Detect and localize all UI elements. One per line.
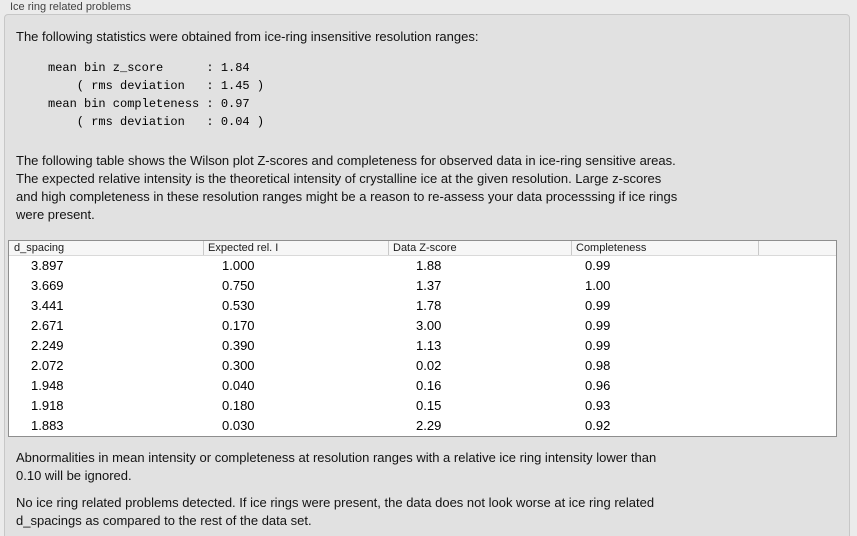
groupbox-title: Ice ring related problems: [10, 1, 132, 13]
table-cell: 0.99: [585, 338, 611, 353]
table-cell: 0.750: [222, 278, 255, 293]
column-header-expected-rel-i[interactable]: Expected rel. I: [203, 241, 388, 255]
column-header-filler: [758, 241, 836, 255]
table-row[interactable]: 3.897 1.000 1.88 0.99: [9, 256, 836, 276]
column-header-d-spacing[interactable]: d_spacing: [14, 242, 65, 254]
ice-ring-panel: The following statistics were obtained f…: [4, 14, 850, 536]
table-cell-filler: [758, 296, 836, 316]
stats-block: mean bin z_score : 1.84 ( rms deviation …: [48, 59, 264, 131]
table-cell: 0.300: [222, 358, 255, 373]
conclusion-text: No ice ring related problems detected. I…: [16, 494, 654, 530]
table-row[interactable]: 2.249 0.390 1.13 0.99: [9, 336, 836, 356]
table-cell: 0.92: [585, 418, 611, 433]
table-cell: 2.249: [31, 338, 64, 353]
table-cell: 1.88: [416, 258, 442, 273]
table-row[interactable]: 1.883 0.030 2.29 0.92: [9, 416, 836, 436]
table-cell-filler: [758, 396, 836, 416]
table-cell: 1.78: [416, 298, 442, 313]
table-cell: 2.671: [31, 318, 64, 333]
table-cell: 3.441: [31, 298, 64, 313]
table-cell: 0.99: [585, 298, 611, 313]
table-cell: 1.918: [31, 398, 64, 413]
table-cell: 0.15: [416, 398, 442, 413]
stats-line: mean bin z_score : 1.84: [48, 61, 250, 75]
table-cell: 1.13: [416, 338, 442, 353]
table-cell: 0.16: [416, 378, 442, 393]
table-row[interactable]: 2.072 0.300 0.02 0.98: [9, 356, 836, 376]
table-cell: 0.02: [416, 358, 442, 373]
stats-line: ( rms deviation : 1.45 ): [48, 79, 265, 93]
table-cell: 0.96: [585, 378, 611, 393]
conclusion-line: d_spacings as compared to the rest of th…: [16, 513, 312, 528]
table-row[interactable]: 3.669 0.750 1.37 1.00: [9, 276, 836, 296]
table-cell: 0.040: [222, 378, 255, 393]
table-cell: 1.00: [585, 278, 611, 293]
description-line: The expected relative intensity is the t…: [16, 171, 662, 186]
table-cell: 0.170: [222, 318, 255, 333]
table-cell-filler: [758, 376, 836, 396]
ignore-note-text: Abnormalities in mean intensity or compl…: [16, 449, 656, 485]
table-row[interactable]: 1.948 0.040 0.16 0.96: [9, 376, 836, 396]
table-row[interactable]: 1.918 0.180 0.15 0.93: [9, 396, 836, 416]
table-cell: 3.00: [416, 318, 442, 333]
table-cell-filler: [758, 316, 836, 336]
table-cell: 3.897: [31, 258, 64, 273]
table-cell: 0.180: [222, 398, 255, 413]
table-cell-filler: [758, 336, 836, 356]
table-cell-filler: [758, 256, 836, 276]
table-cell: 1.883: [31, 418, 64, 433]
table-cell: 0.99: [585, 258, 611, 273]
ice-ring-table: d_spacing Expected rel. I Data Z-score C…: [8, 240, 837, 437]
table-cell: 0.530: [222, 298, 255, 313]
table-cell: 2.072: [31, 358, 64, 373]
table-cell: 3.669: [31, 278, 64, 293]
table-cell: 0.98: [585, 358, 611, 373]
table-cell: 0.390: [222, 338, 255, 353]
ignore-note-line: 0.10 will be ignored.: [16, 468, 132, 483]
column-header-data-z-score[interactable]: Data Z-score: [388, 241, 571, 255]
description-line: and high completeness in these resolutio…: [16, 189, 678, 204]
table-header-row: d_spacing Expected rel. I Data Z-score C…: [9, 241, 836, 256]
table-cell: 1.000: [222, 258, 255, 273]
description-text: The following table shows the Wilson plo…: [16, 152, 677, 224]
table-cell-filler: [758, 356, 836, 376]
table-cell: 0.99: [585, 318, 611, 333]
table-cell: 1.948: [31, 378, 64, 393]
table-cell: 0.93: [585, 398, 611, 413]
table-cell: 0.030: [222, 418, 255, 433]
description-line: were present.: [16, 207, 95, 222]
table-cell: 1.37: [416, 278, 442, 293]
conclusion-line: No ice ring related problems detected. I…: [16, 495, 655, 510]
intro-text: The following statistics were obtained f…: [16, 29, 479, 44]
description-line: The following table shows the Wilson plo…: [16, 153, 676, 168]
column-header-completeness[interactable]: Completeness: [571, 241, 758, 255]
table-body: 3.897 1.000 1.88 0.99 3.669 0.750 1.37 1.00 3.44…: [9, 256, 836, 436]
table-cell-filler: [758, 416, 836, 436]
table-cell: 2.29: [416, 418, 442, 433]
table-cell-filler: [758, 276, 836, 296]
table-row[interactable]: 2.671 0.170 3.00 0.99: [9, 316, 836, 336]
ignore-note-line: Abnormalities in mean intensity or compl…: [16, 450, 657, 465]
stats-line: mean bin completeness : 0.97: [48, 97, 250, 111]
table-row[interactable]: 3.441 0.530 1.78 0.99: [9, 296, 836, 316]
stats-line: ( rms deviation : 0.04 ): [48, 115, 265, 129]
